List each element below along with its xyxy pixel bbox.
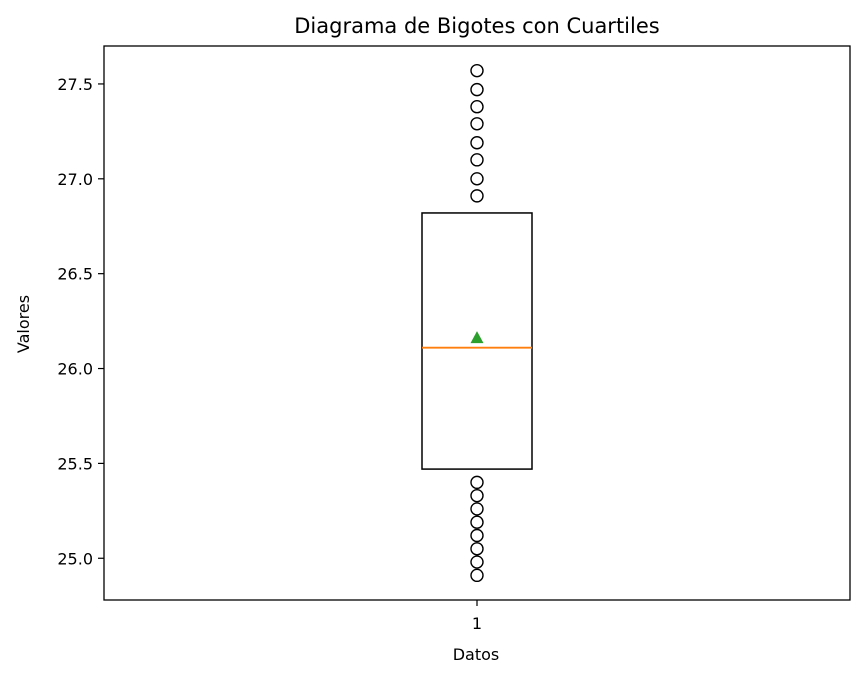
outlier-point	[470, 568, 484, 583]
chart-title: Diagrama de Bigotes con Cuartiles	[294, 14, 659, 38]
outlier-point	[470, 82, 484, 97]
outlier-point	[470, 502, 484, 516]
outlier-point	[470, 117, 484, 131]
outlier-point	[470, 189, 484, 203]
outlier-point	[470, 100, 484, 114]
outlier-point	[470, 515, 484, 529]
outlier-point	[470, 528, 484, 543]
outlier-point	[470, 555, 484, 569]
outlier-point	[470, 542, 484, 556]
plot-area: 25.0 25.5 26.0 26.5 27.0 27.5 1	[57, 63, 533, 633]
y-tick-label: 27.5	[57, 75, 93, 94]
y-tick-label: 26.0	[57, 360, 93, 379]
y-tick-label: 25.0	[57, 549, 93, 568]
outlier-point	[470, 153, 484, 167]
y-axis-label: Valores	[14, 295, 33, 353]
x-tick-label: 1	[472, 614, 482, 633]
outlier-point	[470, 63, 484, 78]
x-axis-label: Datos	[453, 645, 500, 664]
y-tick-label: 26.5	[57, 265, 93, 284]
plot-frame	[103, 45, 851, 601]
outlier-point	[470, 488, 484, 503]
box-iqr	[421, 212, 533, 470]
mean-marker	[470, 331, 484, 344]
y-tick-label: 27.0	[57, 170, 93, 189]
outlier-point	[470, 136, 484, 150]
outlier-point	[470, 475, 484, 490]
y-tick-label: 25.5	[57, 454, 93, 473]
outlier-point	[470, 172, 484, 186]
